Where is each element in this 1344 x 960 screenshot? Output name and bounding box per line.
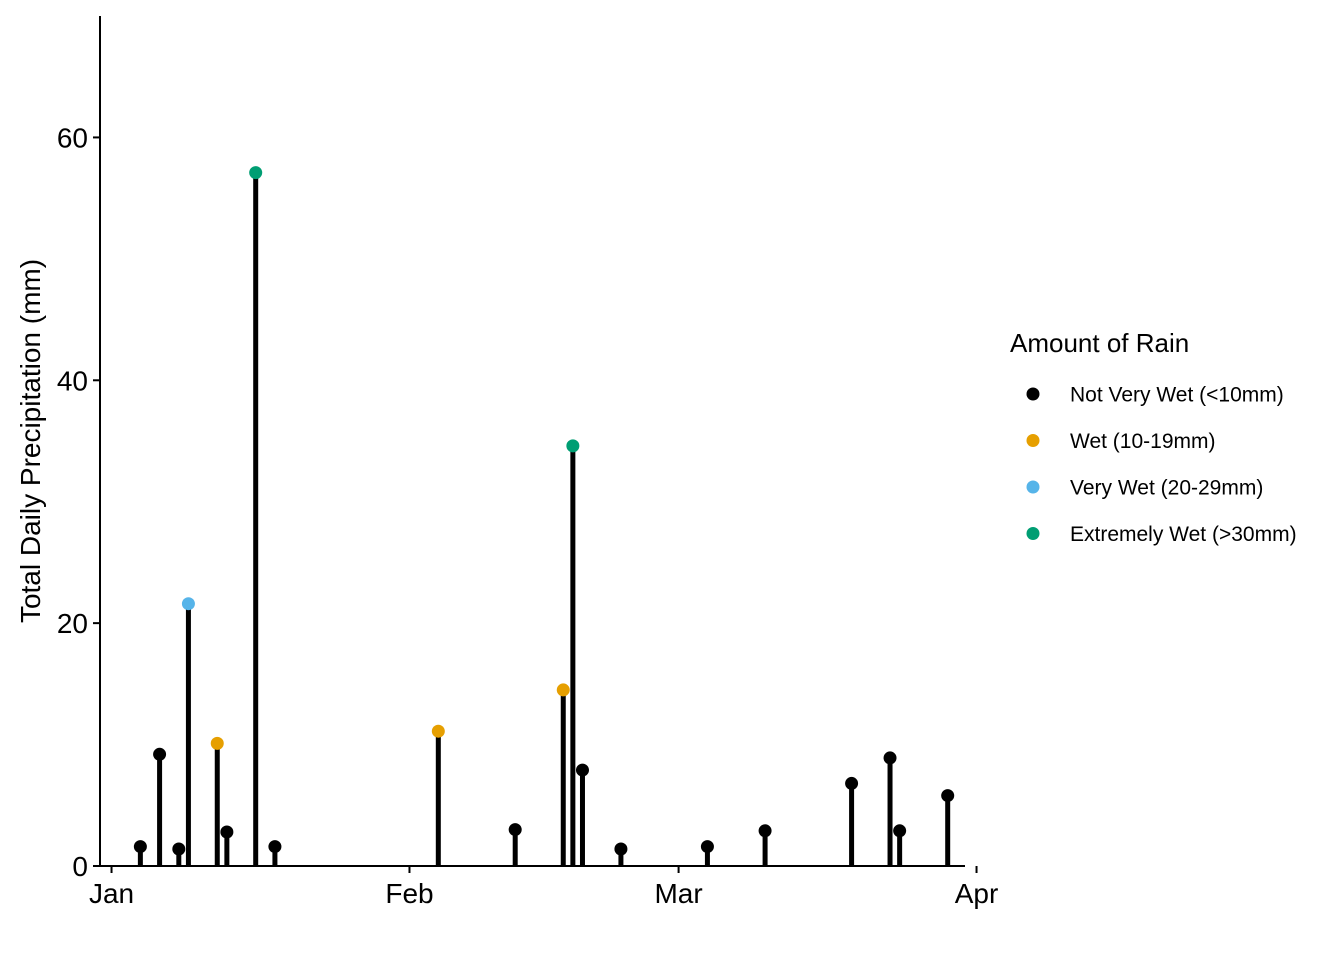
lollipop-point	[431, 724, 445, 738]
lollipop-point	[556, 683, 570, 697]
legend-label: Extremely Wet (>30mm)	[1070, 523, 1297, 546]
lollipop-point	[249, 166, 263, 180]
legend-label: Wet (10-19mm)	[1070, 430, 1215, 453]
lollipop-point	[883, 751, 897, 765]
lollipop-point	[941, 789, 955, 803]
y-tick-label: 60	[57, 122, 88, 153]
legend-key	[1026, 480, 1040, 494]
x-tick-label: Jan	[89, 878, 134, 909]
lollipop-point	[758, 824, 772, 838]
lollipop-point	[268, 840, 282, 854]
legend-key	[1026, 387, 1040, 401]
y-axis-title: Total Daily Precipitation (mm)	[15, 259, 46, 623]
lollipop-point	[614, 842, 628, 856]
legend-key	[1026, 434, 1040, 447]
legend: Amount of Rain Not Very Wet (<10mm) Wet (…	[1010, 328, 1297, 546]
y-tick-label: 20	[57, 608, 88, 639]
lollipop-point	[133, 840, 147, 854]
x-tick-label: Mar	[654, 878, 702, 909]
lollipop-point	[508, 823, 522, 837]
y-tick-label: 40	[57, 365, 88, 396]
legend-label: Not Very Wet (<10mm)	[1070, 384, 1284, 407]
lollipop-point	[210, 736, 224, 750]
x-tick-label: Feb	[385, 878, 433, 909]
lollipop-point	[181, 597, 195, 611]
legend-key	[1026, 527, 1040, 540]
lollipop-point	[575, 763, 589, 777]
axes: 0 20 40 60 Jan Feb Mar Apr	[57, 16, 998, 909]
legend-label: Very Wet (20-29mm)	[1070, 477, 1263, 500]
lollipop-point	[893, 824, 907, 838]
lollipop-point	[220, 825, 234, 839]
y-tick-label: 0	[72, 851, 88, 882]
x-tick-label: Apr	[955, 878, 999, 909]
lollipop-point	[845, 776, 859, 790]
plot-area	[133, 166, 955, 866]
lollipop-point	[566, 439, 580, 453]
lollipop-point	[153, 747, 167, 761]
legend-title: Amount of Rain	[1010, 328, 1189, 358]
lollipop-point	[172, 842, 186, 856]
lollipop-point	[700, 840, 714, 854]
